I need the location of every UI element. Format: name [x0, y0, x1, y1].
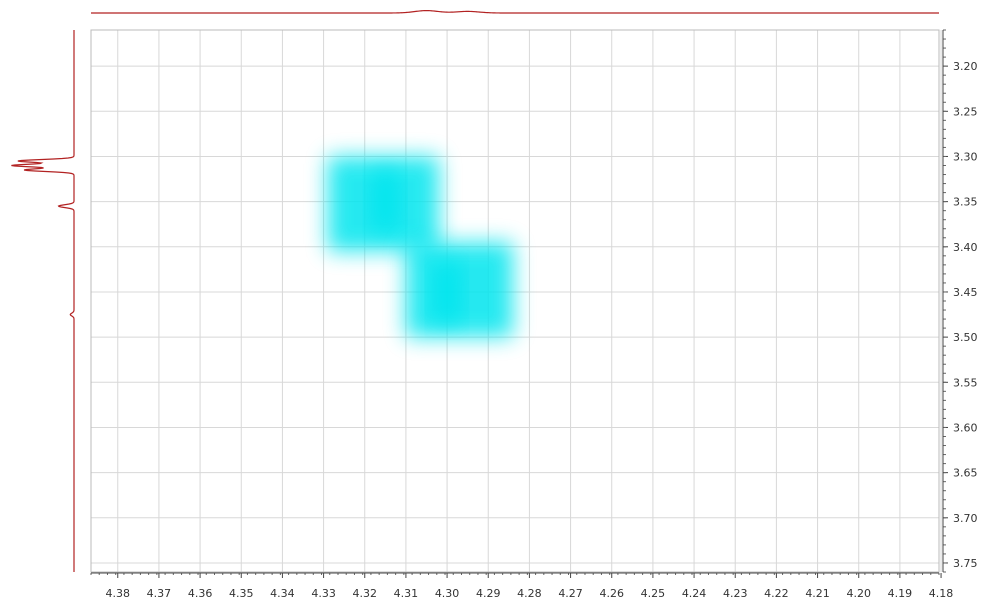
y-tick-label: 3.75 [953, 557, 978, 570]
x-tick-label: 4.21 [805, 587, 830, 600]
x-tick-label: 4.23 [723, 587, 748, 600]
x-tick-label: 4.36 [188, 587, 213, 600]
x-tick-label: 4.37 [147, 587, 172, 600]
y-axis: 3.20 3.25 3.30 3.35 3.40 3.45 3.50 3.55 3.60 3.65… [942, 29, 978, 573]
x-tick-label: 4.27 [558, 587, 583, 600]
x-tick-label: 4.31 [394, 587, 419, 600]
x-tick-label: 4.25 [641, 587, 666, 600]
cross-peak-core [433, 261, 462, 322]
y-tick-label: 3.60 [953, 421, 978, 434]
y-tick-label: 3.50 [953, 331, 978, 344]
y-tick-label: 3.45 [953, 286, 978, 299]
x-tick-label: 4.33 [311, 587, 336, 600]
y-tick-label: 3.35 [953, 196, 978, 209]
x-tick-label: 4.26 [599, 587, 624, 600]
x-tick-label: 4.34 [270, 587, 295, 600]
y-tick-label: 3.55 [953, 376, 978, 389]
x-tick-label: 4.29 [476, 587, 501, 600]
x-tick-label: 4.24 [682, 587, 707, 600]
plot-frame [90, 29, 940, 573]
x-tick-label: 4.38 [106, 587, 131, 600]
x-tick-label: 4.35 [229, 587, 254, 600]
left-projection [11, 30, 75, 572]
y-tick-label: 3.30 [953, 150, 978, 163]
cross-peaks [327, 156, 513, 338]
top-projection [91, 10, 939, 14]
x-tick-label: 4.30 [435, 587, 460, 600]
grid [91, 30, 942, 572]
x-tick-label: 4.19 [888, 587, 913, 600]
top-projection-trace [91, 10, 939, 14]
y-tick-label: 3.40 [953, 241, 978, 254]
x-tick-label: 4.22 [764, 587, 789, 600]
y-tick-label: 3.20 [953, 60, 978, 73]
y-tick-label: 3.65 [953, 467, 978, 480]
y-tick-label: 3.25 [953, 105, 978, 118]
x-tick-label: 4.32 [352, 587, 377, 600]
x-tick-label: 4.20 [846, 587, 871, 600]
y-tick-label: 3.70 [953, 512, 978, 525]
left-projection-trace [11, 30, 75, 572]
cross-peak-core [371, 171, 400, 232]
x-axis: 4.38 4.37 4.36 4.35 4.34 4.33 4.32 4.31 4.30 4.29… [90, 572, 954, 600]
x-tick-label: 4.18 [929, 587, 954, 600]
x-tick-label: 4.28 [517, 587, 542, 600]
